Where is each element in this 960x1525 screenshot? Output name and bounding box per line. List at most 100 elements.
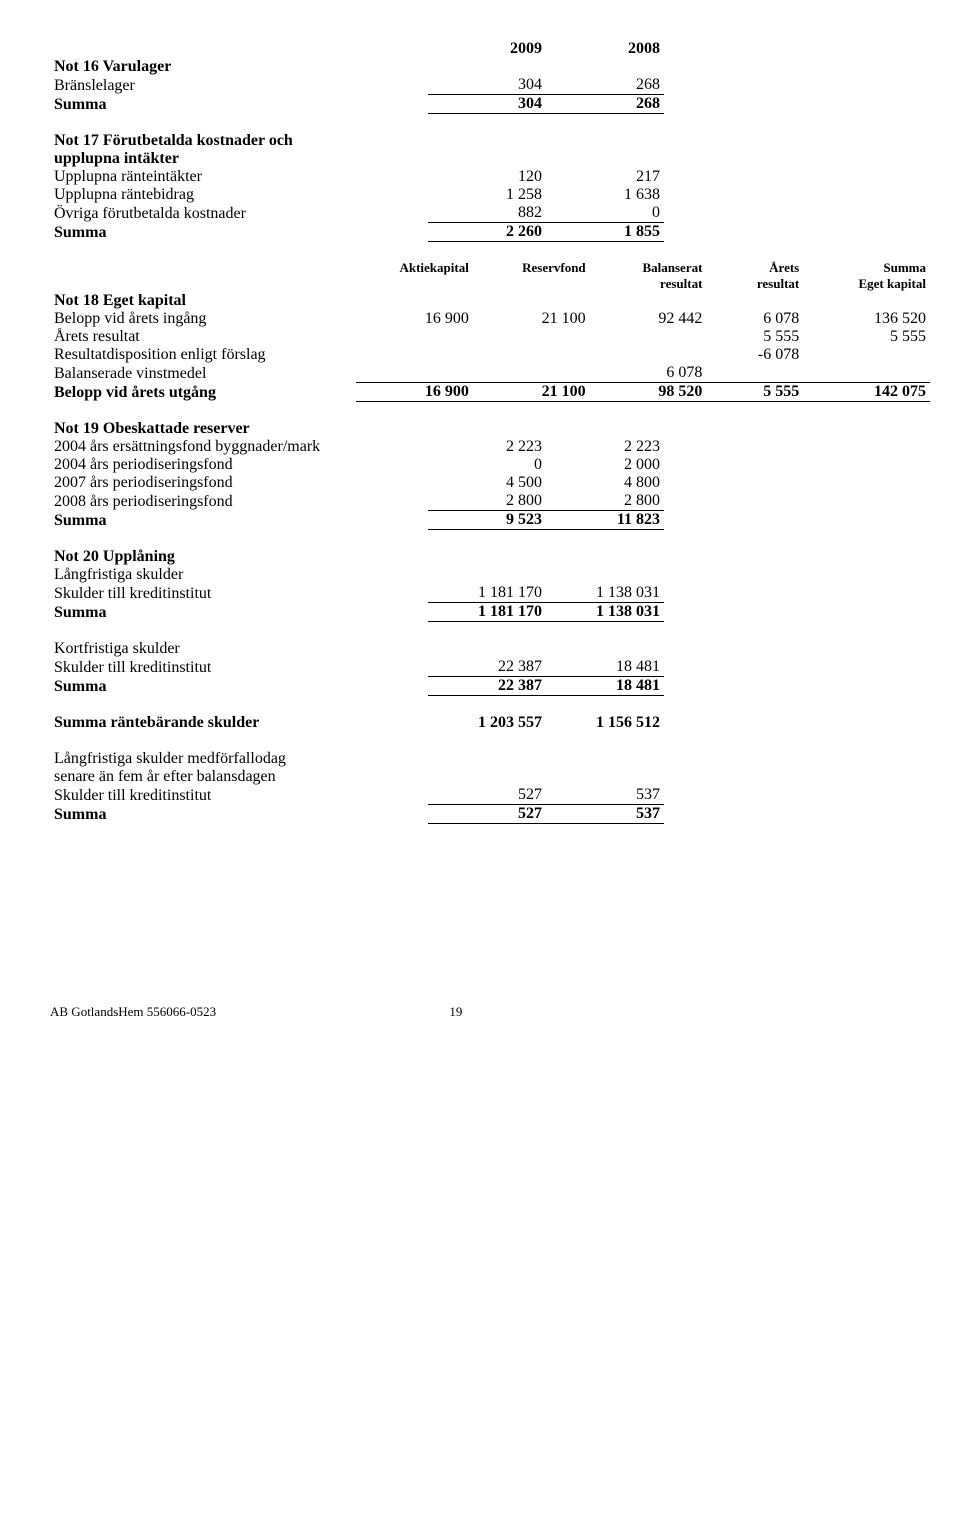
row-value: -6 078 (706, 346, 803, 364)
year-2008: 2008 (546, 40, 664, 58)
hdr-balanserat: Balanserat (590, 260, 707, 276)
row-label: Balanserade vinstmedel (50, 364, 356, 383)
sum-value: 1 855 (546, 223, 664, 242)
not17-title2: upplupna intäkter (50, 150, 428, 168)
hdr-arets: Årets (706, 260, 803, 276)
row-label: Skulder till kreditinstitut (50, 658, 428, 677)
hdr-eget: Eget kapital (803, 276, 930, 292)
not20-sub3a: Långfristiga skulder medförfallodag (50, 750, 428, 768)
sum-label: Summa (50, 511, 428, 530)
hdr-aktiekapital: Aktiekapital (356, 260, 473, 276)
row-value: 537 (546, 786, 664, 805)
sum-value: 304 (428, 95, 546, 114)
row-label: Övriga förutbetalda kostnader (50, 204, 428, 223)
row-value: 2 223 (546, 438, 664, 456)
row-value: 21 100 (473, 310, 590, 328)
hdr-reservfond: Reservfond (473, 260, 590, 276)
not20-sub1: Långfristiga skulder (50, 566, 428, 584)
not19-table: Not 19 Obeskattade reserver 2004 års ers… (50, 420, 664, 530)
row-label: Upplupna ränteintäkter (50, 168, 428, 186)
sum-value: 18 481 (546, 677, 664, 696)
row-value: 6 078 (706, 310, 803, 328)
sum-value: 527 (428, 805, 546, 824)
sum-value: 268 (546, 95, 664, 114)
row-value: 120 (428, 168, 546, 186)
not18-table: Aktiekapital Reservfond Balanserat Årets… (50, 260, 930, 402)
sum-value: 9 523 (428, 511, 546, 530)
row-value: 136 520 (803, 310, 930, 328)
row-value: 1 258 (428, 186, 546, 204)
not20-sub2: Kortfristiga skulder (50, 640, 428, 658)
row-value: 92 442 (590, 310, 707, 328)
sum-value: 2 260 (428, 223, 546, 242)
not20-title: Not 20 Upplåning (50, 548, 428, 566)
row-value: 18 481 (546, 658, 664, 677)
row-value: 2 000 (546, 456, 664, 474)
not17-table: Not 17 Förutbetalda kostnader och upplup… (50, 132, 664, 242)
total-value: 1 156 512 (546, 714, 664, 732)
row-label: Belopp vid årets ingång (50, 310, 356, 328)
row-label: Årets resultat (50, 328, 356, 346)
row-value: 5 555 (803, 328, 930, 346)
row-label: 2008 års periodiseringsfond (50, 492, 428, 511)
total-value: 1 203 557 (428, 714, 546, 732)
sum-value: 537 (546, 805, 664, 824)
row-value: 16 900 (356, 310, 473, 328)
row-value: 2 223 (428, 438, 546, 456)
sum-value: 22 387 (428, 677, 546, 696)
year-2009: 2009 (428, 40, 546, 58)
row-label: Bränslelager (50, 76, 428, 95)
sum-value: 21 100 (473, 383, 590, 402)
sum-value: 11 823 (546, 511, 664, 530)
footer-page: 19 (449, 1004, 462, 1019)
row-value: 1 638 (546, 186, 664, 204)
row-value: 268 (546, 76, 664, 95)
row-label: Resultatdisposition enligt förslag (50, 346, 356, 364)
row-value: 1 138 031 (546, 584, 664, 603)
row-value: 882 (428, 204, 546, 223)
sum-label: Summa (50, 223, 428, 242)
row-value: 4 800 (546, 474, 664, 492)
sum-label: Summa (50, 805, 428, 824)
hdr-summa: Summa (803, 260, 930, 276)
row-value: 0 (428, 456, 546, 474)
row-label: 2004 års periodiseringsfond (50, 456, 428, 474)
row-value: 0 (546, 204, 664, 223)
page-footer: AB GotlandsHem 556066-0523 19 (50, 1004, 930, 1020)
not16-table: 2009 2008 Not 16 Varulager Bränslelager … (50, 40, 664, 114)
not20-table1: Not 20 Upplåning Långfristiga skulder Sk… (50, 548, 664, 622)
not19-title: Not 19 Obeskattade reserver (50, 420, 428, 438)
row-value: 6 078 (590, 364, 707, 383)
sum-label: Belopp vid årets utgång (50, 383, 356, 402)
row-value: 5 555 (706, 328, 803, 346)
row-label: Upplupna räntebidrag (50, 186, 428, 204)
row-value: 4 500 (428, 474, 546, 492)
footer-company: AB GotlandsHem 556066-0523 (50, 1004, 216, 1019)
not17-title1: Not 17 Förutbetalda kostnader och (50, 132, 428, 150)
row-value: 22 387 (428, 658, 546, 677)
sum-value: 142 075 (803, 383, 930, 402)
not18-title: Not 18 Eget kapital (50, 292, 356, 310)
row-label: 2004 års ersättningsfond byggnader/mark (50, 438, 428, 456)
not20-table3: Långfristiga skulder medförfallodag sena… (50, 750, 664, 824)
row-value: 217 (546, 168, 664, 186)
sum-value: 98 520 (590, 383, 707, 402)
row-label: Skulder till kreditinstitut (50, 786, 428, 805)
sum-label: Summa (50, 95, 428, 114)
not20-sub3b: senare än fem år efter balansdagen (50, 768, 428, 786)
row-label: Skulder till kreditinstitut (50, 584, 428, 603)
row-label: 2007 års periodiseringsfond (50, 474, 428, 492)
sum-value: 1 181 170 (428, 603, 546, 622)
hdr-resultat2: resultat (706, 276, 803, 292)
not20-table2: Kortfristiga skulder Skulder till kredit… (50, 640, 664, 696)
row-value: 527 (428, 786, 546, 805)
hdr-resultat: resultat (590, 276, 707, 292)
not16-title: Not 16 Varulager (50, 58, 428, 76)
not20-total: Summa räntebärande skulder 1 203 557 1 1… (50, 714, 664, 732)
row-value: 2 800 (428, 492, 546, 511)
total-label: Summa räntebärande skulder (50, 714, 428, 732)
sum-value: 1 138 031 (546, 603, 664, 622)
sum-label: Summa (50, 603, 428, 622)
sum-value: 16 900 (356, 383, 473, 402)
row-value: 1 181 170 (428, 584, 546, 603)
